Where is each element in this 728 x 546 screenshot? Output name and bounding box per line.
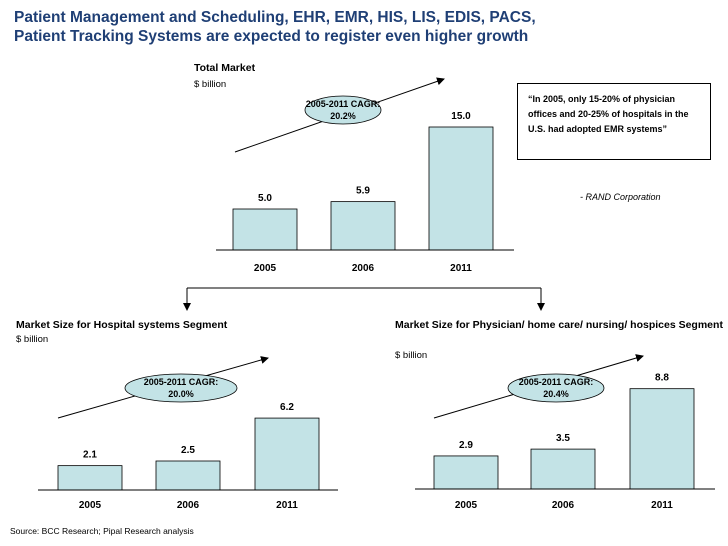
- total-value-label: 5.9: [356, 186, 370, 197]
- total-cagr-label: 2005-2011 CAGR:: [306, 99, 381, 109]
- physician-category-label: 2006: [552, 500, 575, 511]
- rand-quote-box: “In 2005, only 15-20% of physician offic…: [517, 83, 711, 160]
- physician-bar: [530, 448, 596, 490]
- total-bar: [330, 201, 396, 251]
- total-bar: [232, 208, 298, 251]
- hospital-category-label: 2006: [177, 500, 200, 511]
- hospital-bar: [57, 465, 123, 491]
- total-cagr-badge: [304, 95, 382, 125]
- physician-chart-unit: $ billion: [395, 350, 428, 361]
- hospital-bar: [155, 460, 221, 491]
- source-note: Source: BCC Research; Pipal Research ana…: [10, 526, 194, 536]
- physician-chart: 2.9 2005 3.5 2006 8.8 2011 2005-2011 CAGR: 20.4…: [415, 354, 715, 511]
- physician-bar: [433, 455, 499, 490]
- title-line-2: Patient Tracking Systems are expected to…: [14, 28, 529, 45]
- total-cagr-value: 20.2%: [330, 111, 356, 121]
- total-market-title: Total Market: [194, 62, 256, 74]
- page-title: Patient Management and Scheduling, EHR, …: [14, 8, 714, 46]
- hospital-value-label: 6.2: [280, 402, 294, 413]
- title-line-1: Patient Management and Scheduling, EHR, …: [14, 9, 536, 26]
- hospital-chart: 2.1 2005 2.5 2006 6.2 2011 2005-2011 CAGR: 20.0…: [38, 356, 338, 511]
- physician-value-label: 3.5: [556, 433, 570, 444]
- physician-cagr-badge: [507, 373, 605, 403]
- physician-category-label: 2005: [455, 500, 478, 511]
- hospital-cagr-label: 2005-2011 CAGR:: [144, 377, 219, 387]
- physician-category-label: 2011: [651, 500, 673, 511]
- physician-value-label: 8.8: [655, 373, 669, 384]
- physician-chart-title: Market Size for Physician/ home care/ nu…: [395, 319, 723, 331]
- total-chart: 5.0 2005 5.9 2006 15.0 2011 2005-2011 CAGR: 20.…: [216, 77, 514, 274]
- hospital-bar: [254, 417, 320, 491]
- hospital-value-label: 2.1: [83, 450, 97, 461]
- total-category-label: 2005: [254, 263, 277, 274]
- physician-cagr-label: 2005-2011 CAGR:: [519, 377, 594, 387]
- hospital-cagr-value: 20.0%: [168, 389, 194, 399]
- hospital-category-label: 2011: [276, 500, 298, 511]
- total-market-unit: $ billion: [194, 79, 227, 90]
- total-category-label: 2011: [450, 263, 472, 274]
- total-bar: [428, 126, 494, 251]
- total-category-label: 2006: [352, 263, 375, 274]
- rand-quote-source: - RAND Corporation: [580, 192, 661, 202]
- rand-quote-text: “In 2005, only 15-20% of physician offic…: [528, 94, 689, 134]
- physician-value-label: 2.9: [459, 440, 473, 451]
- total-value-label: 5.0: [258, 193, 272, 204]
- total-value-label: 15.0: [451, 111, 471, 122]
- segment-connector: [183, 287, 545, 311]
- physician-bar: [629, 388, 695, 490]
- hospital-chart-unit: $ billion: [16, 334, 49, 345]
- hospital-value-label: 2.5: [181, 445, 195, 456]
- physician-cagr-value: 20.4%: [543, 389, 569, 399]
- hospital-category-label: 2005: [79, 500, 102, 511]
- hospital-cagr-badge: [124, 373, 238, 403]
- hospital-chart-title: Market Size for Hospital systems Segment: [16, 319, 228, 331]
